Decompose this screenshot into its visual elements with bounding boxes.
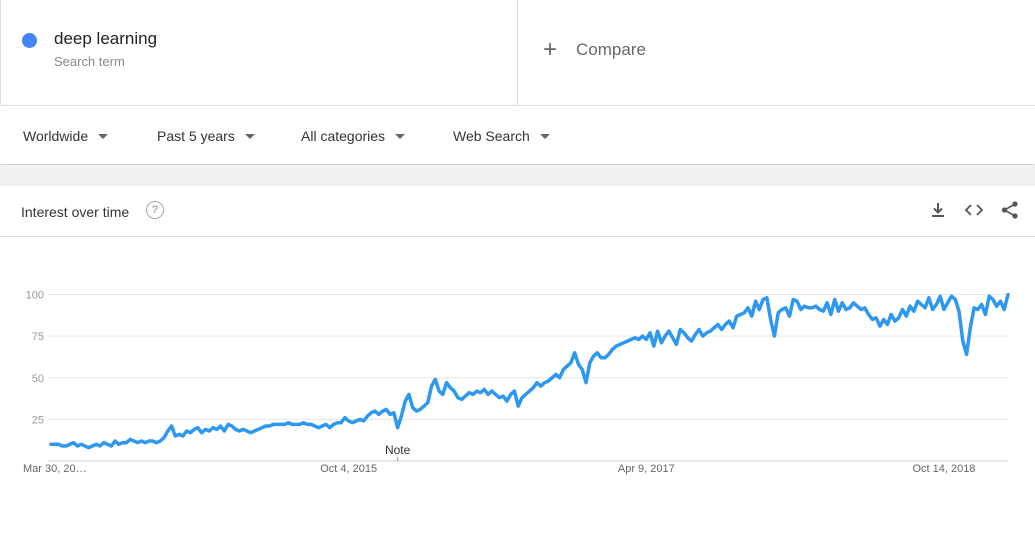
y-tick-label: 50 [32, 373, 44, 385]
search-term-subtitle: Search term [54, 54, 125, 69]
filter-region[interactable]: Worldwide [23, 128, 109, 144]
search-term-box[interactable]: deep learning Search term [0, 0, 518, 105]
caret-down-icon [98, 133, 109, 139]
section-separator [0, 165, 1035, 186]
x-tick-label: Apr 9, 2017 [618, 463, 675, 475]
note-label: Note [385, 443, 411, 457]
y-tick-label: 25 [32, 414, 44, 426]
filter-category[interactable]: All categories [301, 128, 406, 144]
share-icon[interactable] [1000, 200, 1020, 220]
download-icon[interactable] [928, 200, 948, 220]
y-tick-label: 75 [32, 331, 44, 343]
plus-icon: + [542, 36, 557, 63]
compare-button[interactable]: + Compare [540, 36, 646, 63]
caret-down-icon [539, 133, 550, 139]
x-tick-label: Oct 14, 2018 [912, 463, 975, 475]
filter-search-type-label: Web Search [453, 128, 530, 144]
embed-icon[interactable] [964, 200, 984, 220]
filter-category-label: All categories [301, 128, 386, 144]
compare-label: Compare [576, 40, 646, 59]
filter-time-range[interactable]: Past 5 years [157, 128, 255, 144]
caret-down-icon [395, 133, 406, 139]
card-title: Interest over time [21, 204, 130, 220]
filter-time-label: Past 5 years [157, 128, 235, 144]
interest-over-time-header: Interest over time ? [0, 186, 1035, 237]
search-term-name[interactable]: deep learning [54, 29, 158, 48]
y-tick-label: 100 [26, 290, 44, 302]
series-line [49, 292, 1010, 450]
chart-grid [48, 294, 1008, 462]
filter-search-type[interactable]: Web Search [453, 128, 550, 144]
filter-bar: Worldwide Past 5 years All categories We… [0, 105, 1035, 164]
term-color-dot [22, 33, 37, 48]
x-tick-label: Oct 4, 2015 [320, 463, 377, 475]
x-axis-ticks: Mar 30, 20… Oct 4, 2015 Apr 9, 2017 Oct 14,… [23, 463, 975, 475]
filter-region-label: Worldwide [23, 128, 89, 144]
interest-chart: 25 50 75 100 Mar 30, 20… Oct 4, 2015 Apr 9, 2… [23, 290, 1010, 475]
caret-down-icon [244, 133, 255, 139]
y-axis-ticks: 25 50 75 100 [26, 290, 44, 427]
help-icon[interactable]: ? [146, 201, 164, 219]
x-tick-label: Mar 30, 20… [23, 463, 87, 475]
chart-annotations: Note [385, 443, 411, 461]
